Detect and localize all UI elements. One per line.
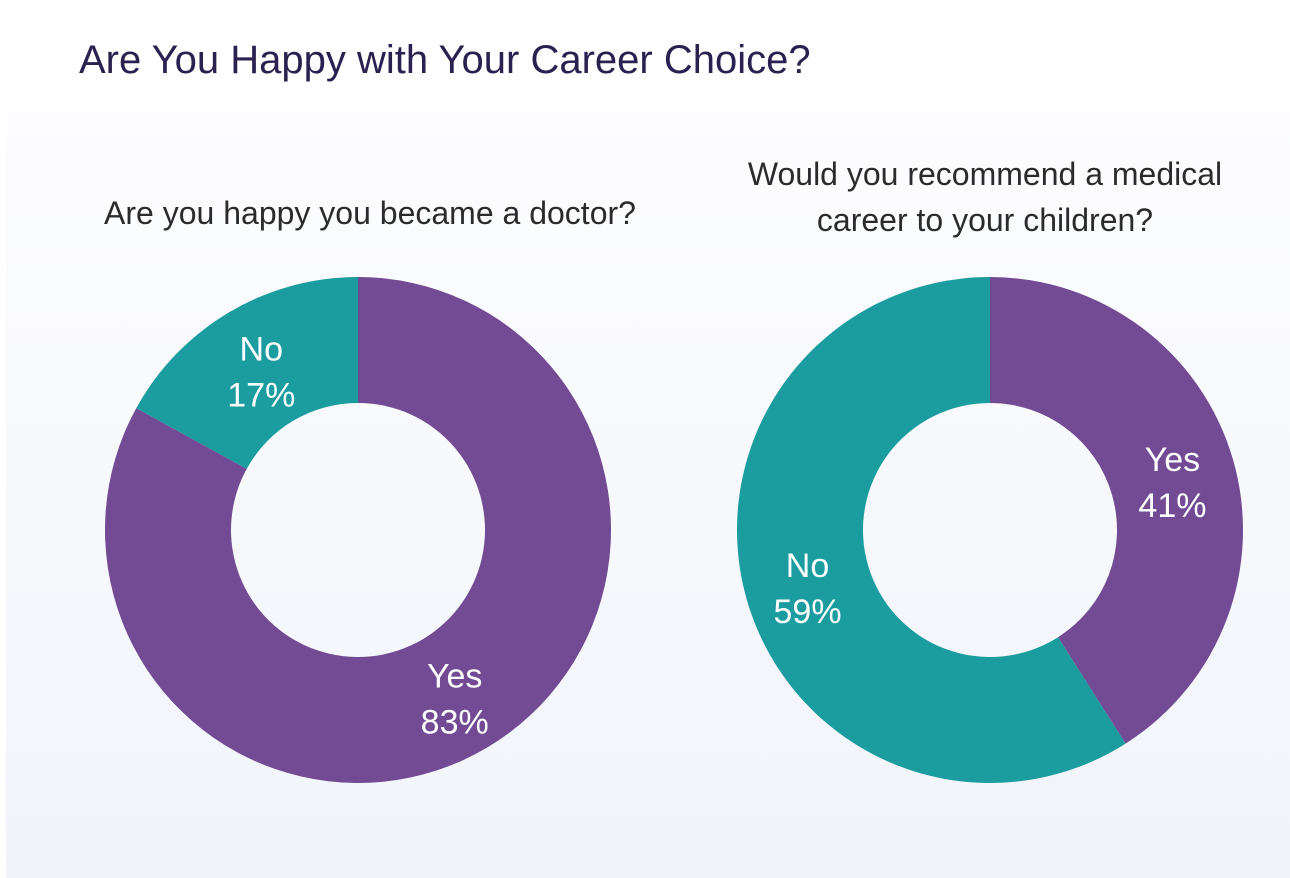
chart-1-donut: Yes 83% No 17% — [104, 277, 611, 783]
chart-1-label-no: No — [240, 330, 283, 368]
chart-2-slice-no — [737, 277, 1126, 783]
chart-2-value-yes: 41% — [1138, 487, 1206, 525]
page-title: Are You Happy with Your Career Choice? — [79, 38, 811, 82]
chart-1-value-no: 17% — [227, 376, 295, 414]
chart-2-title-line-2: career to your children? — [816, 202, 1154, 238]
chart-1-label-yes: Yes — [427, 658, 482, 696]
chart-2-label-yes: Yes — [1145, 441, 1200, 479]
chart-1-slice-no — [136, 277, 358, 469]
chart-2-label-no: No — [786, 547, 829, 585]
chart-1-value-yes: 83% — [421, 704, 489, 742]
chart-2-donut: Yes 41% No 59% — [737, 277, 1244, 783]
chart-2-title: Would you recommend a medical career to … — [680, 151, 1290, 243]
chart-1-slice-yes — [104, 277, 611, 783]
chart-2-slice-yes — [990, 277, 1244, 744]
chart-1-title: Are you happy you became a doctor? — [104, 195, 636, 231]
chart-2-value-no: 59% — [774, 593, 842, 631]
chart-2-title-line-1: Would you recommend a medical — [747, 156, 1223, 192]
